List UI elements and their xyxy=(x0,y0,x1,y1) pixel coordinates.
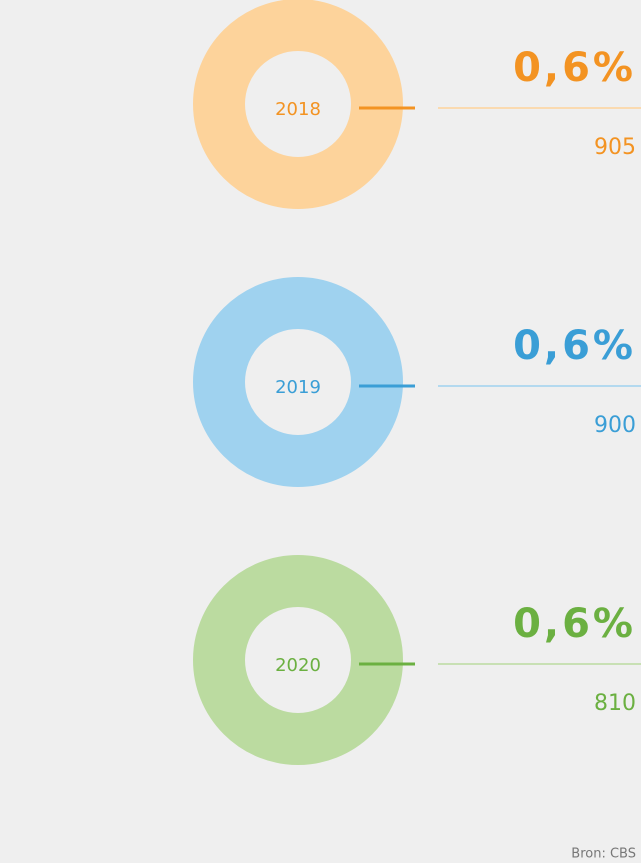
donut xyxy=(193,277,403,487)
count: 810 xyxy=(594,691,636,716)
count: 900 xyxy=(594,413,636,438)
percent: 0,6% xyxy=(513,601,636,647)
percent: 0,6% xyxy=(513,323,636,369)
source: Bron: CBS xyxy=(571,847,636,862)
donut xyxy=(193,555,403,765)
rows: 2018 0,6% 905 2019 0,6% 900 2020 0,6% 810 xyxy=(193,0,641,765)
percent: 0,6% xyxy=(513,45,636,91)
year-label: 2020 xyxy=(275,655,321,676)
year-label: 2018 xyxy=(275,99,321,120)
year-label: 2019 xyxy=(275,377,321,398)
count: 905 xyxy=(594,135,636,160)
donut xyxy=(193,0,403,209)
